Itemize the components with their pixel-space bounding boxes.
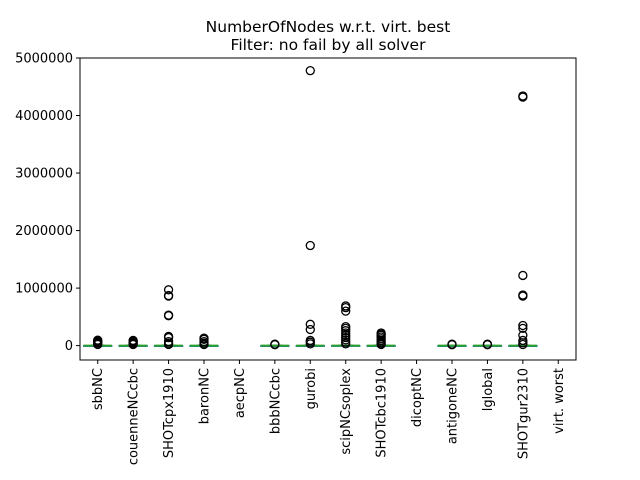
flier-point — [518, 320, 528, 331]
flier-point — [341, 306, 351, 316]
x-tick-label: scipNCsoplex — [339, 368, 354, 455]
flier-point — [128, 335, 138, 346]
box-shotcbc1910 — [366, 328, 396, 350]
flier-point — [518, 323, 528, 334]
x-tick-label: virt. worst — [552, 368, 567, 434]
y-tick-label: 1000000 — [15, 282, 73, 297]
flier-point — [163, 290, 174, 301]
box-shotcpx1910 — [153, 285, 184, 350]
flier-point — [163, 331, 174, 342]
x-tick-label: sbbNC — [91, 368, 106, 410]
flier-point — [518, 91, 528, 101]
flier-point — [447, 339, 457, 349]
flier-point — [93, 335, 103, 345]
plot-area: 0 1000000 2000000 3000000 4000000 5000000 sbbN… — [15, 52, 567, 466]
box-baronnc — [189, 333, 219, 350]
x-tick-label: dicoptNC — [410, 368, 425, 427]
flier-point — [518, 270, 528, 281]
flier-point — [305, 335, 315, 346]
x-tick-label: SHOTgur2310 — [516, 368, 531, 459]
box-couennenccbc — [118, 335, 148, 350]
flier-point — [376, 328, 386, 338]
flier-point — [518, 330, 528, 340]
box-lglobal — [472, 339, 503, 350]
flier-point — [305, 319, 315, 329]
box-antigonenc — [437, 339, 467, 350]
box-scipncsoplex — [331, 301, 361, 349]
x-tick-label: gurobi — [304, 368, 319, 409]
x-tick-label: antigoneNC — [446, 368, 461, 444]
flier-point — [199, 333, 209, 343]
y-tick-label: 0 — [65, 339, 73, 354]
x-tick-label: baronNC — [198, 368, 213, 424]
y-tick-label: 2000000 — [15, 224, 73, 239]
x-tick-label: aecpNC — [233, 368, 248, 418]
y-tick-label: 4000000 — [15, 109, 73, 124]
flier-point — [305, 324, 315, 335]
box-bbbnccbc — [260, 339, 290, 350]
box-shotgur2310 — [508, 91, 538, 350]
y-tick-label: 5000000 — [15, 52, 73, 67]
flier-point — [518, 335, 528, 346]
flier-point — [518, 290, 528, 300]
flier-point — [341, 321, 351, 332]
box-gurobi — [295, 66, 325, 349]
flier-point — [305, 66, 315, 76]
flier-point — [341, 301, 351, 311]
x-tick-label: bbbNCcbc — [268, 368, 283, 434]
flier-point — [482, 339, 493, 349]
x-tick-label: SHOTcpx1910 — [162, 368, 177, 458]
x-tick-label: lglobal — [481, 368, 496, 411]
flier-point — [305, 240, 315, 251]
x-tick-label: SHOTcbc1910 — [375, 368, 390, 458]
flier-point — [270, 339, 280, 349]
flier-point — [163, 336, 174, 347]
axes-frame — [79, 57, 577, 361]
chart-subtitle: Filter: no fail by all solver — [231, 36, 427, 54]
flier-point — [163, 285, 174, 295]
chart-title: NumberOfNodes w.r.t. virt. best — [206, 18, 451, 36]
box-sbbnc — [83, 335, 113, 350]
flier-point — [163, 310, 174, 320]
x-tick-label: couenneNCcbc — [127, 368, 142, 465]
y-tick-label: 3000000 — [15, 167, 73, 182]
